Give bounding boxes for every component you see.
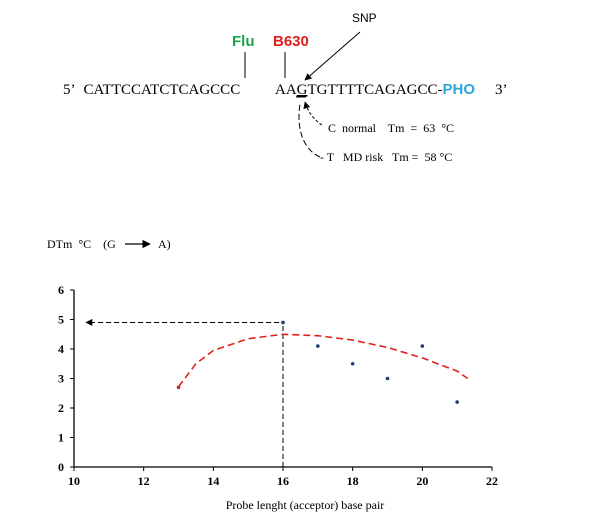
x-tick-label: 20 xyxy=(416,474,428,488)
y-tick-label: 0 xyxy=(58,460,64,474)
y-axis-label: DTm °C (G xyxy=(47,237,116,251)
sequence-left: CATTCCATCTCAGCCC xyxy=(84,82,241,98)
x-tick-label: 22 xyxy=(486,474,498,488)
flu-label: Flu xyxy=(232,33,255,50)
y-tick-label: 2 xyxy=(58,401,64,415)
data-point xyxy=(385,376,390,381)
y-axis-label-target: A) xyxy=(158,237,171,251)
pho-label: PHO xyxy=(443,81,476,98)
snp-base: G xyxy=(297,82,308,98)
sequence-right-pre: AA xyxy=(275,82,297,98)
normal-arrow xyxy=(303,101,323,126)
y-axis-title: DTm °C (G A) xyxy=(47,237,171,251)
y-tick-label: 5 xyxy=(58,313,64,327)
x-tick-label: 12 xyxy=(138,474,150,488)
optimum-guides xyxy=(85,318,284,467)
x-tick-label: 14 xyxy=(207,474,219,488)
y-tick-label: 6 xyxy=(58,283,64,297)
trend-line xyxy=(177,333,469,388)
x-tick-label: 16 xyxy=(277,474,289,488)
snp-arrow xyxy=(304,31,361,81)
data-point xyxy=(350,361,355,366)
y-tick-label: 3 xyxy=(58,372,64,386)
data-point xyxy=(420,344,425,348)
data-point xyxy=(316,344,320,348)
x-tick-label: 18 xyxy=(347,474,359,488)
data-point xyxy=(281,320,285,325)
x-ticks: 10 12 14 16 18 20 22 xyxy=(68,467,498,488)
data-point xyxy=(455,400,459,404)
data-point xyxy=(176,385,181,390)
y-tick-label: 1 xyxy=(58,431,64,445)
b630-label: B630 xyxy=(273,33,309,50)
data-points xyxy=(176,320,459,404)
y-ticks: 0 1 2 3 4 5 6 xyxy=(58,283,74,474)
x-axis-label: Probe lenght (acceptor) base pair xyxy=(226,498,385,512)
probe-diagram: SNP Flu B630 5’ CATTCCATCTCAGCCC AAGTGTTTT… xyxy=(63,11,508,164)
x-tick-label: 10 xyxy=(68,474,80,488)
y-tick-label: 4 xyxy=(58,342,64,356)
risk-tm-text: - T MD risk Tm = 58 °C xyxy=(320,150,452,164)
risk-arrow xyxy=(298,103,321,158)
sequence-right-post: TGTTTTCAGAGCC- xyxy=(308,82,443,98)
snp-label: SNP xyxy=(352,11,377,25)
normal-tm-text: C normal Tm = 63 °C xyxy=(328,121,454,135)
probe-sequence: 5’ CATTCCATCTCAGCCC AAGTGTTTTCAGAGCC-PHO 3’ xyxy=(63,81,508,98)
strand-5-prime: 5’ xyxy=(63,82,76,98)
strand-3-prime: 3’ xyxy=(495,82,508,98)
